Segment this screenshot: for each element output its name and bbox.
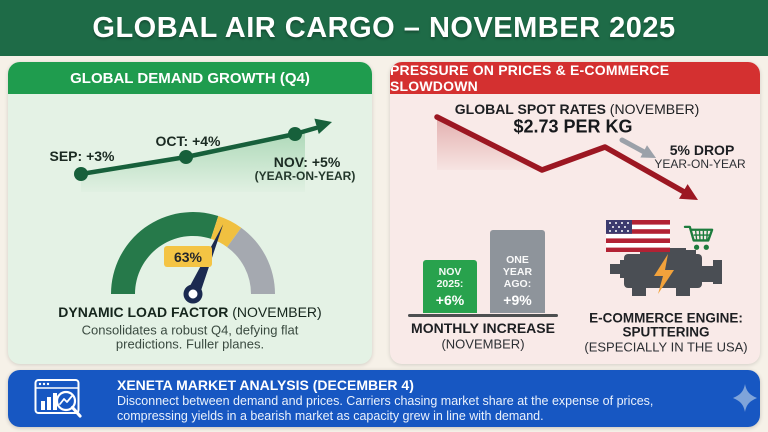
gauge-yellow-segment xyxy=(210,216,242,248)
footer-title: XENETA MARKET ANALYSIS (DECEMBER 4) xyxy=(117,377,414,393)
bar-nov-label: NOV 2025: +6% xyxy=(423,266,477,308)
gauge-desc-line2: predictions. Fuller planes. xyxy=(115,336,265,352)
gauge-green-segment xyxy=(111,211,219,294)
top-banner: GLOBAL AIR CARGO – NOVEMBER 2025 xyxy=(0,0,768,56)
market-analysis-icon xyxy=(34,379,82,418)
demand-trend-line xyxy=(78,125,319,177)
spot-rates-label-bold: GLOBAL SPOT RATES xyxy=(454,101,606,117)
bar-nov-line2: 2025: xyxy=(436,277,464,290)
prices-panel-title: PRESSURE ON PRICES & E-COMMERCE SLOWDOWN xyxy=(390,62,760,94)
sep-label: SEP: +3% xyxy=(49,148,115,164)
drop-label: 5% DROP xyxy=(669,142,735,158)
bar-nov-2025: NOV 2025: +6% xyxy=(423,260,477,313)
ecommerce-label-line2: SPUTTERING xyxy=(622,324,710,340)
gauge-caption-light: (NOVEMBER) xyxy=(228,304,322,320)
bar-nov-line1: NOV xyxy=(438,265,462,278)
bar-ago-line1: ONE xyxy=(506,253,529,266)
drop-sublabel: YEAR-ON-YEAR xyxy=(654,157,746,171)
bar-one-year-ago: ONE YEAR AGO: +9% xyxy=(490,230,545,313)
gauge-caption: DYNAMIC LOAD FACTOR (NOVEMBER) xyxy=(58,304,321,320)
footer-text-line2: compressing yields in a bearish market a… xyxy=(117,409,544,423)
price-trend-line xyxy=(434,114,689,196)
gauge-value-badge: 63% xyxy=(164,246,212,267)
bar-ago-value: +9% xyxy=(503,291,532,308)
gray-pointer-arrow-icon xyxy=(640,145,656,158)
oct-data-point xyxy=(179,150,193,164)
bar-nov-value: +6% xyxy=(435,291,465,308)
gauge-caption-bold: DYNAMIC LOAD FACTOR xyxy=(58,304,229,320)
prices-pressure-panel: PRESSURE ON PRICES & E-COMMERCE SLOWDOWN… xyxy=(390,62,760,364)
xeneta-analysis-banner: XENETA MARKET ANALYSIS (DECEMBER 4) Disc… xyxy=(8,370,760,427)
nov-label: NOV: +5% xyxy=(273,154,341,170)
sep-data-point xyxy=(74,167,88,181)
bar-ago-label: ONE YEAR AGO: +9% xyxy=(490,254,545,308)
trend-up-arrow-icon xyxy=(314,118,332,134)
bar-ago-line2: YEAR AGO: xyxy=(502,265,533,290)
gauge-gray-segment xyxy=(227,227,275,294)
spot-rates-label-light: (NOVEMBER) xyxy=(605,101,700,117)
bar-chart-subcaption: (NOVEMBER) xyxy=(441,336,525,352)
sparkle-icon xyxy=(733,384,757,412)
demand-panel-title: GLOBAL DEMAND GROWTH (Q4) xyxy=(8,62,372,94)
page-title: GLOBAL AIR CARGO – NOVEMBER 2025 xyxy=(92,11,676,44)
gauge-desc-line1: Consolidates a robust Q4, defying flat xyxy=(81,322,299,338)
nov-sublabel: (YEAR-ON-YEAR) xyxy=(254,169,356,183)
shopping-cart-icon xyxy=(683,225,714,250)
spot-rates-value: $2.73 PER KG xyxy=(513,116,633,137)
gray-pointer-arrow-line xyxy=(619,137,649,156)
us-flag-icon xyxy=(606,220,670,252)
ecommerce-label-line3: (ESPECIALLY IN THE USA) xyxy=(584,339,748,355)
lightning-bolt-icon xyxy=(654,254,674,294)
demand-growth-panel: GLOBAL DEMAND GROWTH (Q4) SEP: +3% OCT: … xyxy=(8,62,372,364)
footer-text-line1: Disconnect between demand and prices. Ca… xyxy=(117,394,654,408)
spot-rates-trend-chart xyxy=(434,114,698,200)
bar-chart-caption: MONTHLY INCREASE xyxy=(411,320,555,336)
gauge-value: 63% xyxy=(173,248,203,265)
nov-data-point xyxy=(288,127,302,141)
demand-line-chart xyxy=(74,118,332,192)
line-area-fill xyxy=(81,131,305,192)
oct-label: OCT: +4% xyxy=(155,133,221,149)
bar-chart-axis xyxy=(408,314,558,317)
ecommerce-label-line1: E-COMMERCE ENGINE: xyxy=(589,310,743,326)
spot-rates-label: GLOBAL SPOT RATES (NOVEMBER) xyxy=(455,101,700,117)
trend-down-arrow-icon xyxy=(679,184,698,200)
